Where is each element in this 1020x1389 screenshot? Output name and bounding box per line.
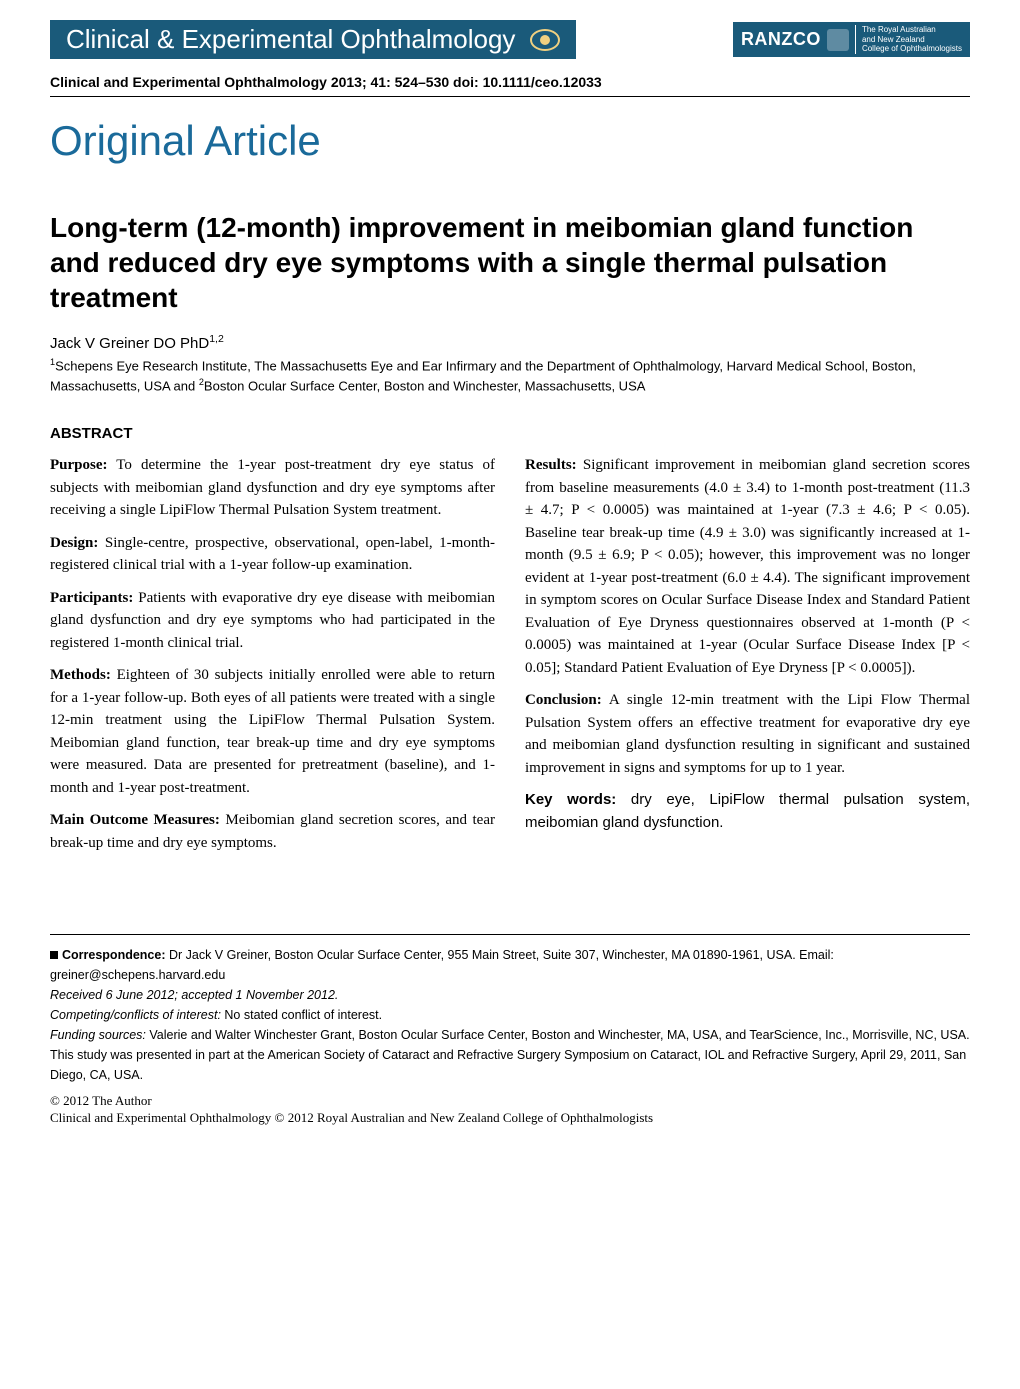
ranzco-line: and New Zealand [862, 35, 962, 45]
abstract-text: To determine the 1-year post-treatment d… [50, 457, 495, 518]
abstract-conclusion: Conclusion: A single 12-min treatment wi… [525, 689, 970, 779]
ranzco-subtitle: The Royal Australian and New Zealand Col… [855, 25, 962, 54]
abstract-col-right: Results: Significant improvement in meib… [525, 454, 970, 864]
competing-label: Competing/conflicts of interest: [50, 1008, 221, 1022]
abstract-label: Results: [525, 457, 577, 473]
funding-label: Funding sources: [50, 1028, 146, 1042]
copyright-line: Clinical and Experimental Ophthalmology … [50, 1110, 970, 1127]
presentation-line: This study was presented in part at the … [50, 1045, 970, 1085]
received-line: Received 6 June 2012; accepted 1 Novembe… [50, 985, 970, 1005]
abstract-label: Purpose: [50, 457, 108, 473]
abstract-col-left: Purpose: To determine the 1-year post-tr… [50, 454, 495, 864]
author-name: Jack V Greiner DO PhD [50, 335, 209, 352]
abstract-participants: Participants: Patients with evaporative … [50, 587, 495, 655]
ranzco-line: The Royal Australian [862, 25, 962, 35]
abstract-label: Participants: [50, 590, 133, 606]
abstract-label: Conclusion: [525, 692, 602, 708]
abstract-results: Results: Significant improvement in meib… [525, 454, 970, 679]
abstract-label: Design: [50, 535, 98, 551]
affil-text: Boston Ocular Surface Center, Boston and… [204, 378, 646, 393]
journal-banner: Clinical & Experimental Ophthalmology [50, 20, 576, 59]
abstract-text: Single-centre, prospective, observationa… [50, 535, 495, 574]
ranzco-badge: RANZCO The Royal Australian and New Zeal… [733, 22, 970, 57]
author-affil-sup: 1,2 [209, 333, 224, 345]
abstract-label: Main Outcome Measures: [50, 812, 220, 828]
citation-line: Clinical and Experimental Ophthalmology … [50, 74, 970, 97]
abstract-label: Methods: [50, 667, 111, 683]
abstract-body: Purpose: To determine the 1-year post-tr… [50, 454, 970, 864]
copyright-block: © 2012 The Author Clinical and Experimen… [50, 1093, 970, 1127]
article-type: Original Article [50, 117, 970, 165]
journal-name: Clinical & Experimental Ophthalmology [66, 24, 515, 55]
correspondence-line: Correspondence: Dr Jack V Greiner, Bosto… [50, 945, 970, 985]
keywords-label: Key words: [525, 791, 616, 808]
abstract-text: Eighteen of 30 subjects initially enroll… [50, 667, 495, 796]
abstract-design: Design: Single-centre, prospective, obse… [50, 532, 495, 577]
ranzco-name: RANZCO [741, 29, 821, 50]
copyright-line: © 2012 The Author [50, 1093, 970, 1110]
correspondence-label: Correspondence: [62, 948, 166, 962]
eye-logo-icon [530, 29, 560, 51]
abstract-heading: Abstract [50, 425, 970, 442]
correspondence-text: Dr Jack V Greiner, Boston Ocular Surface… [50, 948, 834, 982]
abstract-text: Significant improvement in meibomian gla… [525, 457, 970, 676]
ranzco-line: College of Ophthalmologists [862, 44, 962, 54]
funding-text: Valerie and Walter Winchester Grant, Bos… [146, 1028, 970, 1042]
abstract-outcomes: Main Outcome Measures: Meibomian gland s… [50, 809, 495, 854]
ranzco-crest-icon [827, 29, 849, 51]
abstract-methods: Methods: Eighteen of 30 subjects initial… [50, 664, 495, 799]
footer-block: Correspondence: Dr Jack V Greiner, Bosto… [50, 934, 970, 1127]
header-bar: Clinical & Experimental Ophthalmology RA… [50, 20, 970, 59]
competing-line: Competing/conflicts of interest: No stat… [50, 1005, 970, 1025]
competing-text: No stated conflict of interest. [221, 1008, 382, 1022]
author-line: Jack V Greiner DO PhD1,2 [50, 333, 970, 352]
abstract-keywords: Key words: dry eye, LipiFlow thermal pul… [525, 789, 970, 834]
funding-line: Funding sources: Valerie and Walter Winc… [50, 1025, 970, 1045]
article-title: Long-term (12-month) improvement in meib… [50, 210, 970, 315]
square-marker-icon [50, 951, 58, 959]
affiliation-block: 1Schepens Eye Research Institute, The Ma… [50, 356, 970, 395]
abstract-purpose: Purpose: To determine the 1-year post-tr… [50, 454, 495, 522]
